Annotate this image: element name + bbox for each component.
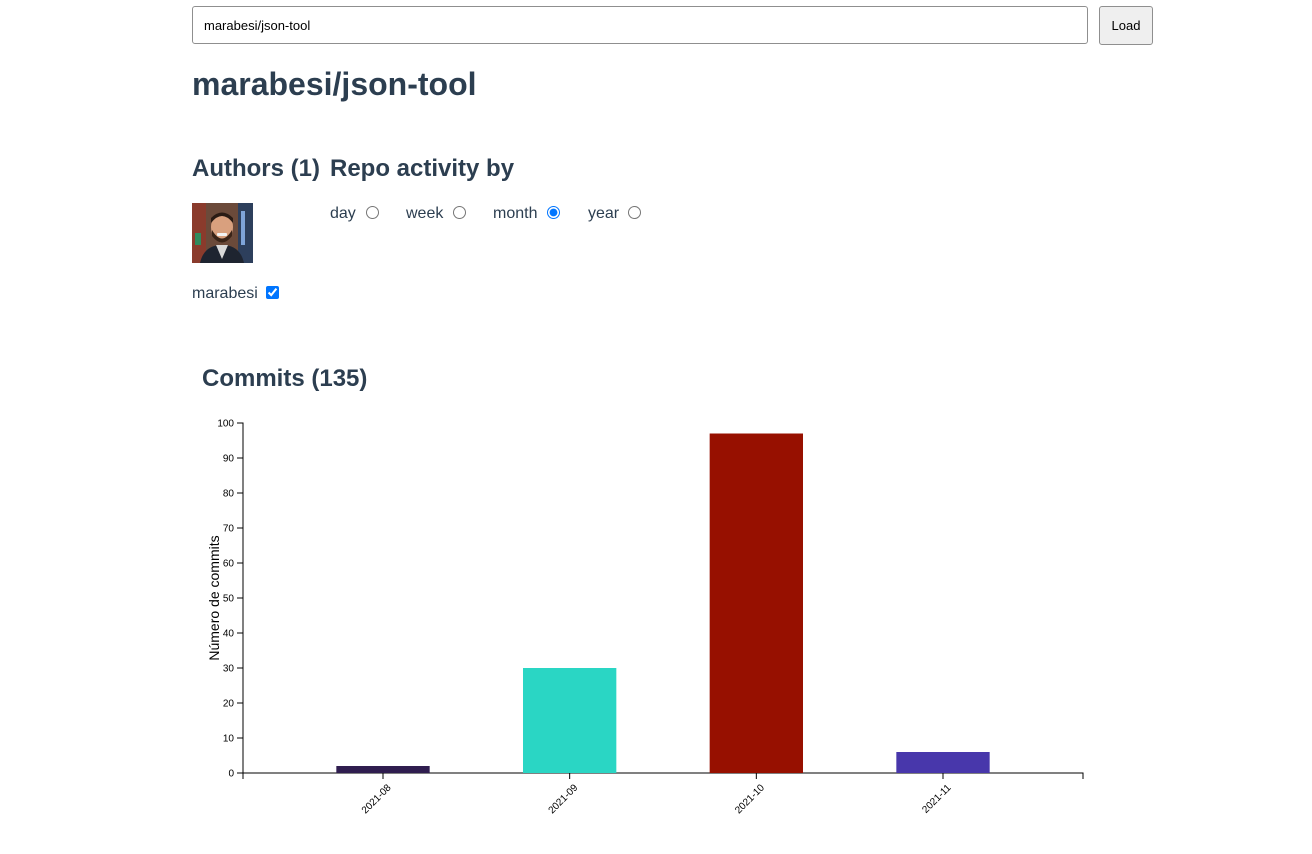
bar-2021-10 [709,433,803,773]
period-label-year: year [588,205,620,222]
author-filter-checkbox[interactable] [266,286,279,299]
x-axis-line [242,772,1084,779]
x-tick-label: 2021-10 [733,782,767,816]
y-tick-label: 90 [223,454,235,465]
repo-search-input[interactable] [192,6,1088,44]
bar-2021-09 [523,668,617,773]
period-label-day: day [330,205,356,222]
y-tick-label: 100 [217,419,234,430]
avatar-photo-icon [192,203,253,263]
y-tick-label: 40 [223,629,235,640]
load-button[interactable]: Load [1099,6,1153,45]
bars [336,433,990,773]
x-tick-label: 2021-11 [920,782,954,816]
activity-heading: Repo activity by [330,155,515,182]
y-tick-label: 0 [228,769,234,780]
period-label-month: month [493,205,538,222]
y-tick-label: 30 [223,664,235,675]
y-tick-label: 70 [223,524,235,535]
author-name: marabesi [192,285,258,302]
x-tick-label: 2021-09 [547,782,581,816]
y-axis: 0 10 20 30 40 50 60 70 80 90 100 [217,419,244,780]
period-label-week: week [406,205,444,222]
bar-2021-11 [896,752,990,773]
bar-2021-08 [336,766,430,773]
y-axis-label: Número de commits [206,535,222,660]
y-tick-label: 20 [223,699,235,710]
authors-heading: Authors (1) [192,155,320,182]
y-tick-label: 60 [223,559,235,570]
y-tick-label: 80 [223,489,235,500]
y-tick-label: 50 [223,594,235,605]
y-tick-label: 10 [223,734,235,745]
commits-heading: Commits (135) [202,365,368,392]
x-tick-label: 2021-08 [360,782,394,816]
period-radio-week[interactable] [453,206,466,219]
author-avatar [192,203,253,263]
period-radio-month[interactable] [547,206,560,219]
repo-title: marabesi/json-tool [192,66,477,102]
period-radio-year[interactable] [628,206,641,219]
period-radio-day[interactable] [366,206,379,219]
x-axis: 2021-08 2021-09 2021-10 2021-11 [242,772,1084,816]
